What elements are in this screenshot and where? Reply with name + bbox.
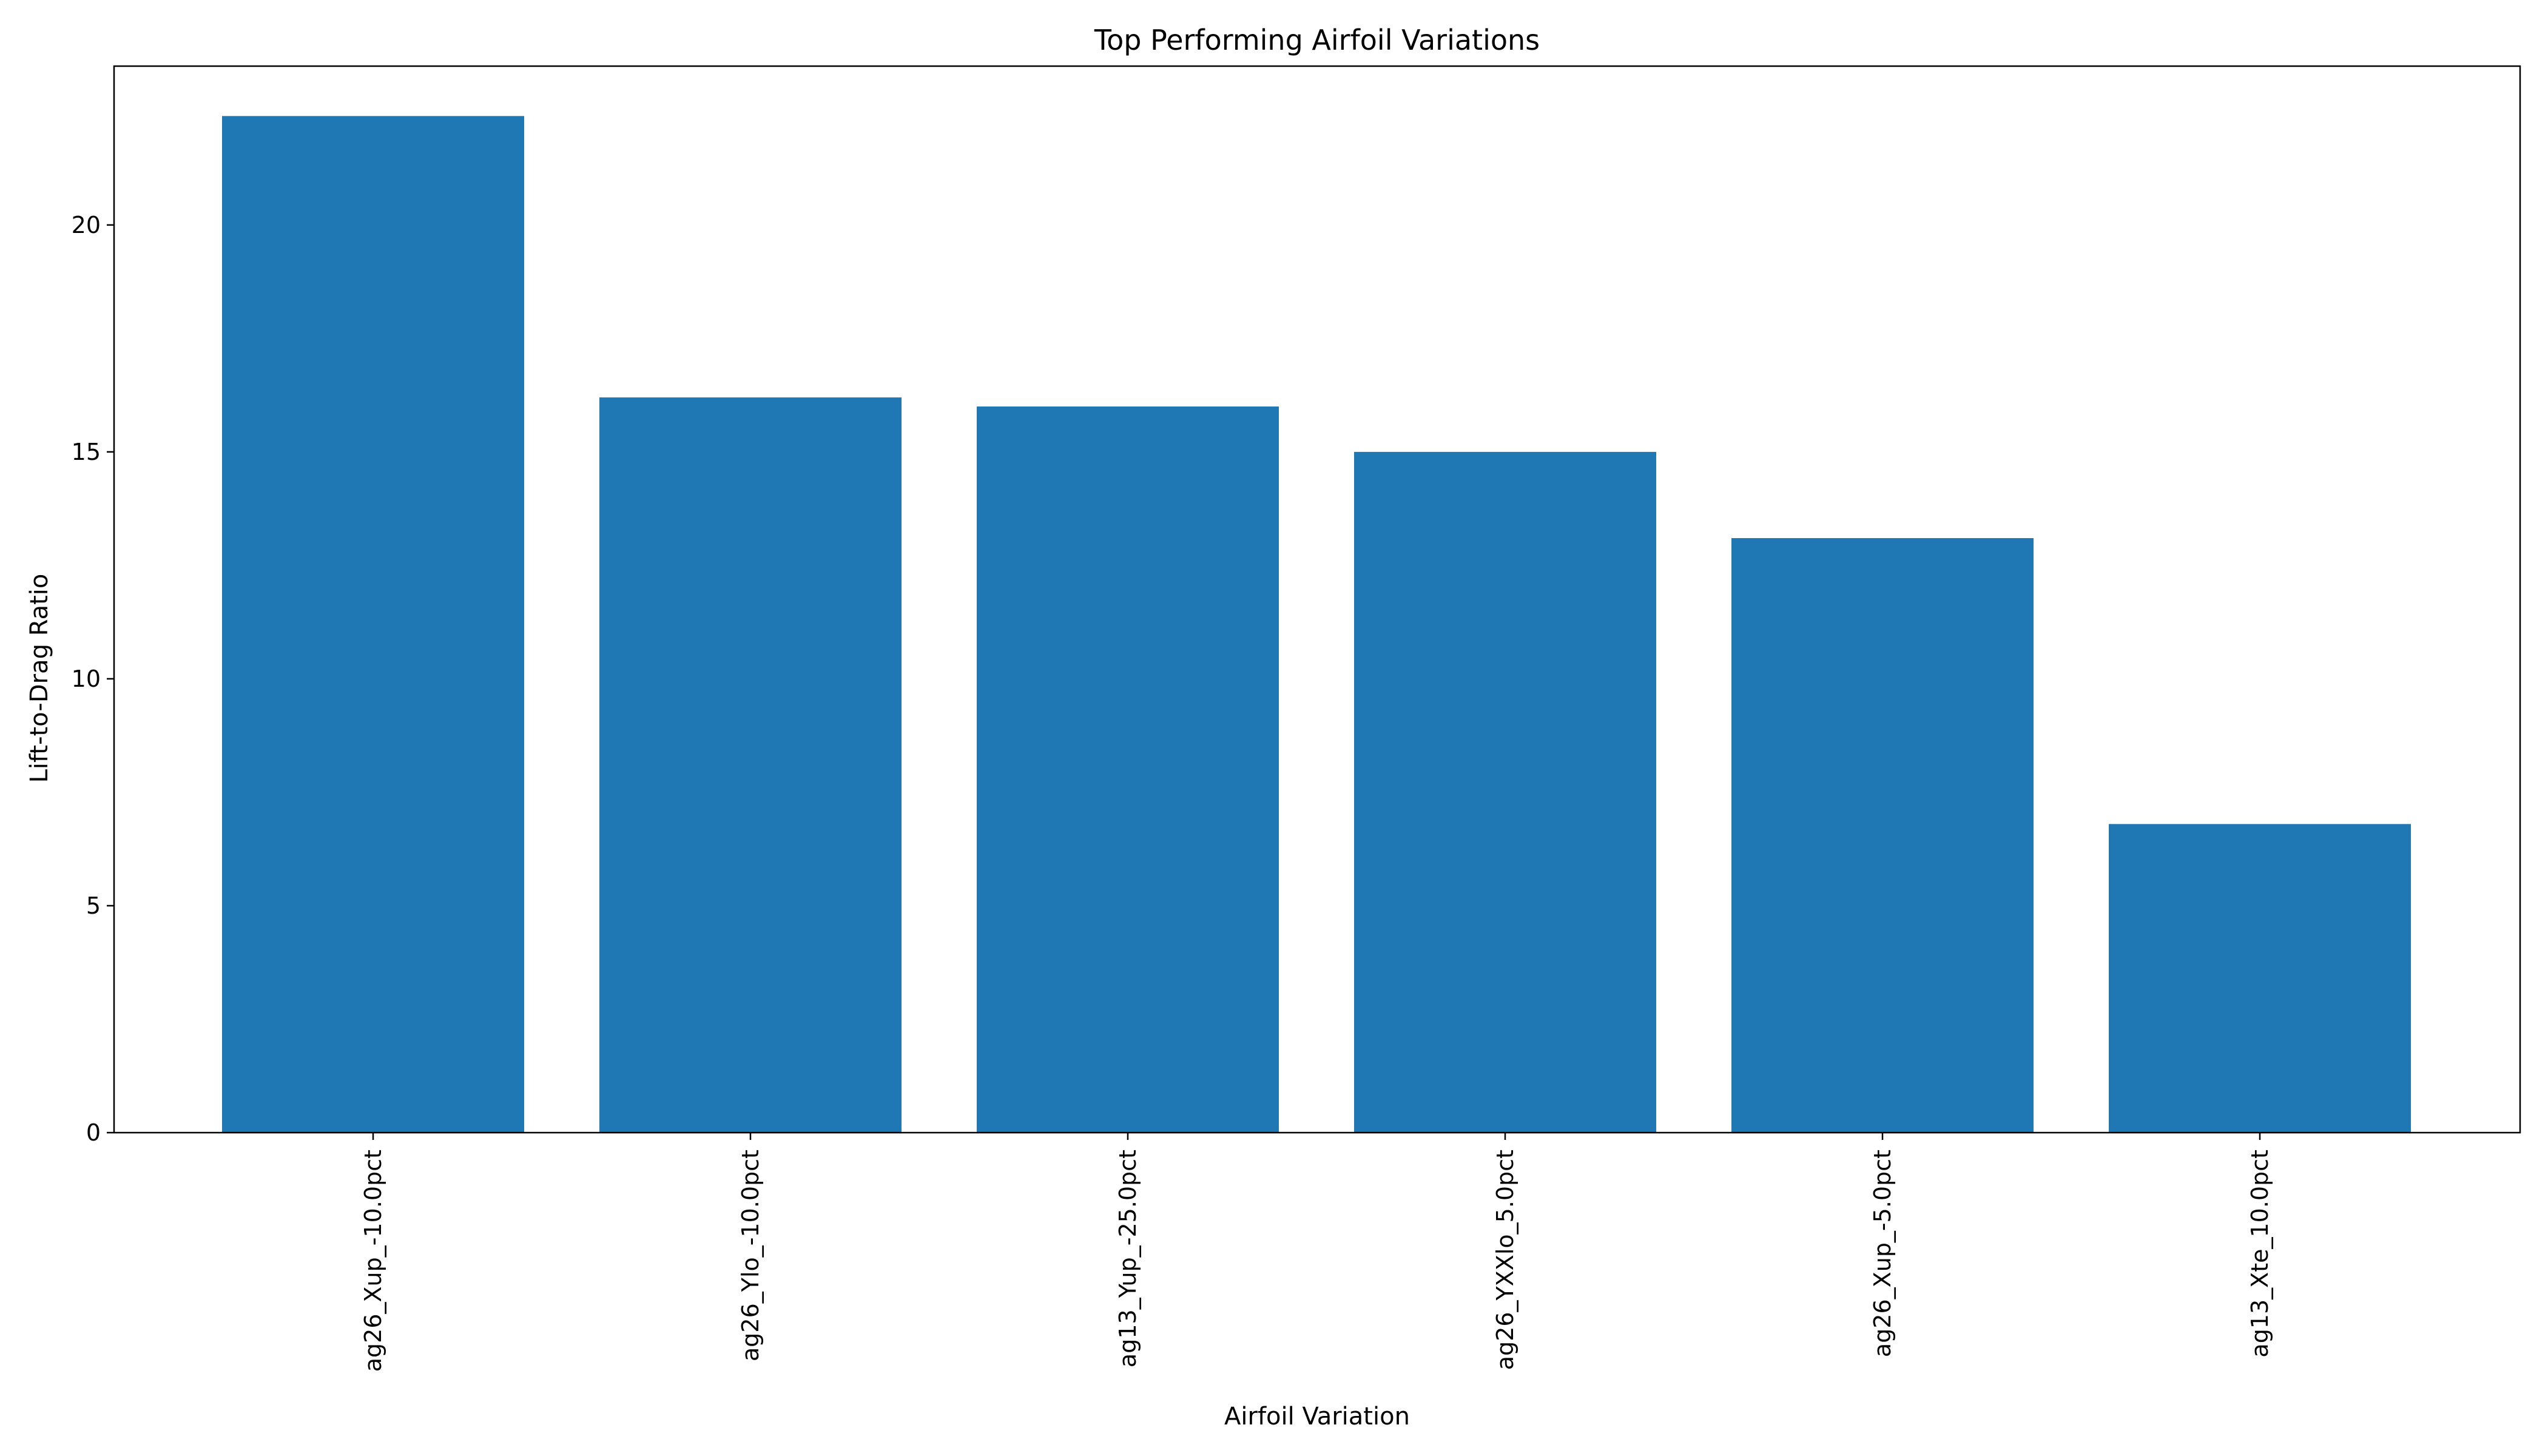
bar-1 <box>222 116 524 1133</box>
bar-6 <box>2109 824 2411 1133</box>
y-axis-title: Lift-to-Drag Ratio <box>25 574 53 783</box>
y-tick-label: 15 <box>72 439 101 465</box>
y-tick-label: 5 <box>86 892 101 919</box>
x-tick-label: ag26_Ylo_-10.0pct <box>737 1150 764 1361</box>
x-axis-title: Airfoil Variation <box>1224 1403 1410 1431</box>
x-axis: ag26_Xup_-10.0pct ag26_Ylo_-10.0pct ag13_Y… <box>360 1133 2273 1372</box>
plot-area-frame <box>113 65 2521 1134</box>
y-tick-label: 0 <box>86 1119 101 1146</box>
bars-group <box>222 116 2411 1133</box>
x-tick-label: ag26_YXXlo_5.0pct <box>1492 1150 1518 1370</box>
bar-4 <box>1354 451 1656 1133</box>
x-tick-label: ag13_Xte_10.0pct <box>2246 1150 2273 1358</box>
chart-title: Top Performing Airfoil Variations <box>1094 24 1540 56</box>
x-tick-label: ag13_Yup_-25.0pct <box>1114 1150 1141 1367</box>
bar-2 <box>599 397 902 1133</box>
y-axis: 0 5 10 15 20 <box>72 212 114 1146</box>
x-tick-label: ag26_Xup_-10.0pct <box>360 1150 386 1372</box>
bar-3 <box>977 406 1279 1133</box>
y-tick-label: 20 <box>72 212 101 238</box>
bar-5 <box>1731 538 2034 1133</box>
y-tick-label: 10 <box>72 666 101 692</box>
x-tick-label: ag26_Xup_-5.0pct <box>1869 1150 1896 1357</box>
